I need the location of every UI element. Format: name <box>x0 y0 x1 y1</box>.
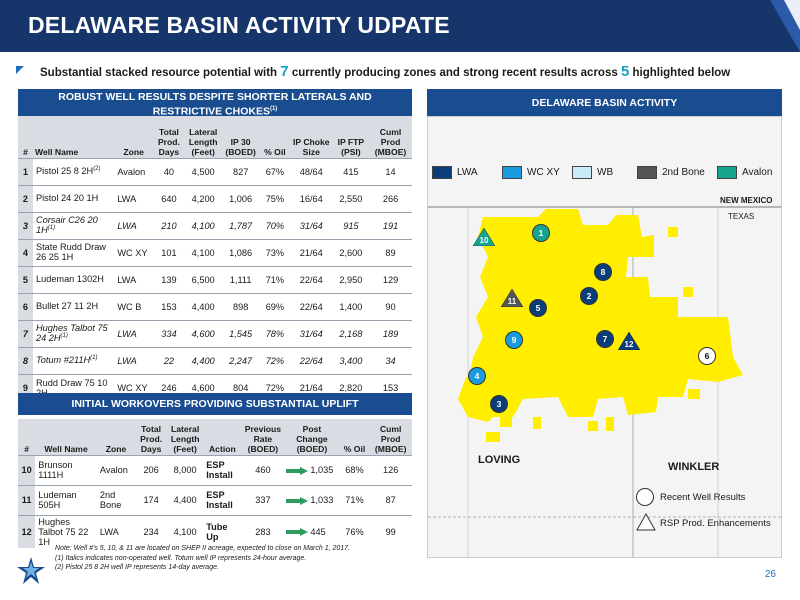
map-marker-3: 3 <box>490 395 508 413</box>
workovers-table: # Well Name Zone Total Prod. Days Latera… <box>18 419 412 548</box>
table-row: 5 Ludeman 1302H LWA 139 6,500 1,111 71% 22/64 2,… <box>18 265 412 293</box>
table-row: 7 Hughes Talbot 75 24 2H(1) LWA 334 4,600 1,5… <box>18 319 412 347</box>
table-row: 8 Totum #211H(1) LWA 22 4,400 2,247 72% 22/64 3,… <box>18 346 412 374</box>
map-marker-2: 2 <box>580 287 598 305</box>
circle-key-icon <box>636 488 654 506</box>
company-star-logo <box>17 557 45 584</box>
legend-swatch-2nd-bone <box>637 166 657 179</box>
state-label-new-mexico: NEW MEXICO <box>720 196 773 205</box>
map-marker-7: 7 <box>596 330 614 348</box>
map-marker-1: 1 <box>532 224 550 242</box>
arrow-right-icon <box>286 528 309 537</box>
header-stripe-decoration <box>770 0 800 52</box>
legend-swatch-avalon <box>717 166 737 179</box>
map-canvas <box>428 206 781 557</box>
key-rsp-enhancements: RSP Prod. Enhancements <box>636 513 781 533</box>
legend-label: Avalon <box>742 167 773 178</box>
page-title: DELAWARE BASIN ACTIVITY UDPATE <box>28 12 450 38</box>
map-marker-12: 12 <box>617 331 641 351</box>
legend-label: LWA <box>457 167 478 178</box>
table-header-row: # Well Name Zone Total Prod. Days Latera… <box>18 116 412 158</box>
arrow-right-icon <box>286 496 309 505</box>
footnotes: Note: Well #'s 5, 10, & 11 are located o… <box>55 545 350 571</box>
table-row: 3 Corsair C26 20 1H(1) LWA 210 4,100 1,787 70%… <box>18 211 412 239</box>
county-label-winkler: WINKLER <box>668 461 720 473</box>
table-row: 12 Hughes Talbot 75 22 1H LWA 234 4,100 Tube … <box>18 514 412 548</box>
map-title: DELAWARE BASIN ACTIVITY <box>427 89 782 116</box>
table-header-row: # Well Name Zone Total Prod. Days Latera… <box>18 419 412 455</box>
table-row: 2 Pistol 24 20 1H LWA 640 4,200 1,006 75% 16/64… <box>18 184 412 212</box>
bullet-triangle-icon <box>16 66 24 74</box>
map-marker-11: 11 <box>500 288 524 308</box>
arrow-right-icon <box>286 466 309 475</box>
legend-label: WB <box>597 167 614 178</box>
county-label-loving: LOVING <box>478 454 521 466</box>
workovers-title: INITIAL WORKOVERS PROVIDING SUBSTANTIAL … <box>18 393 412 415</box>
acreage-polygons <box>458 209 743 442</box>
legend-label: WC XY <box>527 167 560 178</box>
well-results-title: ROBUST WELL RESULTS DESPITE SHORTER LATE… <box>18 89 412 118</box>
header-bar: DELAWARE BASIN ACTIVITY UDPATE <box>0 0 800 52</box>
table-row: 1 Pistol 25 8 2H(2) Avalon 40 4,500 827 67% 48/… <box>18 157 412 185</box>
map-marker-5: 5 <box>529 299 547 317</box>
table-row: 4 State Rudd Draw 26 25 1H WC XY 101 4,100 1,… <box>18 238 412 266</box>
map-marker-6: 6 <box>698 347 716 365</box>
map-marker-8: 8 <box>594 263 612 281</box>
table-row: 10 Brunson 1111H Avalon 206 8,000 ESP Install… <box>18 454 412 485</box>
zone-count: 7 <box>280 63 289 80</box>
legend-swatch-wc-xy <box>502 166 522 179</box>
subtitle: Substantial stacked resource potential w… <box>14 63 794 81</box>
key-recent-wells: Recent Well Results <box>636 488 781 508</box>
map-marker-10: 10 <box>472 227 496 247</box>
map-marker-4: 4 <box>468 367 486 385</box>
state-label-texas: TEXAS <box>728 212 755 221</box>
map-marker-9: 9 <box>505 331 523 349</box>
well-results-table: # Well Name Zone Total Prod. Days Latera… <box>18 116 412 401</box>
highlighted-count: 5 <box>620 63 630 80</box>
table-row: 6 Bullet 27 11 2H WC B 153 4,400 898 69% 22/64 1… <box>18 292 412 320</box>
legend-label: 2nd Bone <box>662 167 705 178</box>
table-row: 11 Ludeman 505H 2nd Bone 174 4,400 ESP Instal… <box>18 484 412 515</box>
legend-swatch-lwa <box>432 166 452 179</box>
page-number: 26 <box>764 569 776 580</box>
triangle-key-icon <box>636 513 656 531</box>
legend-swatch-wb <box>572 166 592 179</box>
map-legend: LWA WC XY WB 2nd Bone Avalon <box>432 166 780 180</box>
